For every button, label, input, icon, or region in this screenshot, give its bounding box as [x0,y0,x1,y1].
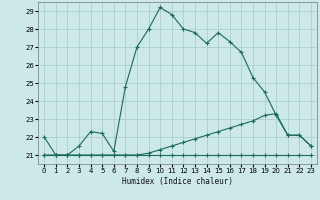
X-axis label: Humidex (Indice chaleur): Humidex (Indice chaleur) [122,177,233,186]
